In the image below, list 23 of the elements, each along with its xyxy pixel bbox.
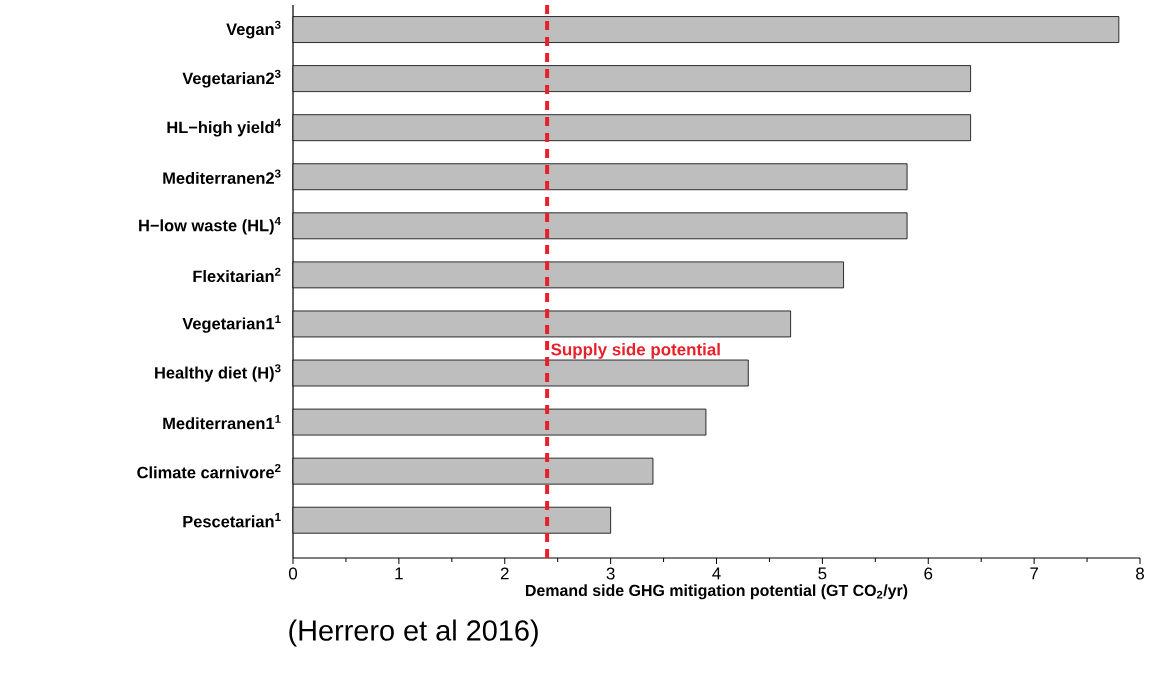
x-tick-label: 1 (395, 567, 403, 580)
y-tick-label: Vegetarian1$^{1}$ (182, 315, 281, 333)
x-tick-label: 6 (924, 567, 933, 580)
y-tick-label: Mediterranen1$^{1}$ (163, 414, 281, 430)
ref-line-label: Supply side potential (551, 343, 720, 359)
x-axis-title: Demand side GHG mitigation potential (GT CO$_{2}$/yr) (526, 584, 908, 600)
x-tick-label: 0 (288, 567, 298, 580)
x-tick-label: 2 (500, 567, 509, 580)
y-tick-label: Pescetarian$^{1}$ (183, 513, 281, 528)
x-tick-label: 5 (818, 567, 827, 580)
x-tick-label: 8 (1136, 567, 1144, 580)
y-tick-label: H−low waste (HL)$^{4}$ (139, 217, 281, 235)
x-tick-label: 3 (606, 567, 615, 580)
text: (Herrero et al 2016) (289, 619, 538, 647)
y-tick-label: HL−high yield$^{4}$ (167, 118, 281, 137)
y-tick-label: Healthy diet (H)$^{3}$ (155, 364, 281, 382)
x-tick-label: 7 (1030, 567, 1038, 580)
y-tick-label: Flexitarian$^{2}$ (193, 267, 281, 283)
y-tick-label: Mediterranen2$^{3}$ (163, 169, 281, 184)
y-tick-label: Climate carnivore$^{2}$ (137, 463, 281, 479)
x-tick-label: 4 (712, 567, 721, 580)
y-tick-label: Vegetarian2$^{3}$ (182, 69, 281, 88)
y-tick-label: Vegan$^{3}$ (226, 20, 281, 39)
